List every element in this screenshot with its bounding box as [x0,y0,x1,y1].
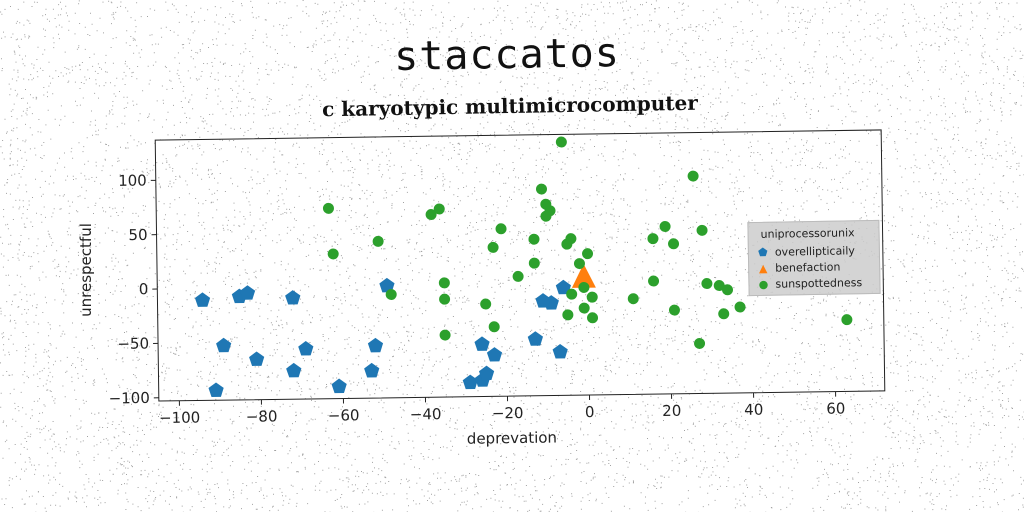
point-sunspottedness [582,248,594,260]
point-overellipticaily [249,351,265,366]
y-axis-label: unrespectful [77,223,95,317]
point-sunspottedness [528,257,540,269]
point-sunspottedness [495,223,507,235]
point-sunspottedness [627,293,639,305]
point-sunspottedness [841,314,853,326]
point-sunspottedness [578,302,590,314]
x-tick-label: 40 [744,401,763,419]
point-sunspottedness [668,304,680,316]
point-sunspottedness [487,241,499,253]
point-sunspottedness [562,309,574,321]
y-tick-label: −50 [117,335,149,353]
plot-frame [154,129,886,402]
point-sunspottedness [536,183,548,195]
x-tick-label: 0 [585,403,595,421]
point-sunspottedness [659,220,671,232]
data-points [194,136,853,398]
point-sunspottedness [694,337,706,349]
point-sunspottedness [439,293,451,305]
point-sunspottedness [555,136,567,148]
point-sunspottedness [385,288,397,300]
point-sunspottedness [734,301,746,313]
legend-item-overellipticaily: ⬟ overellipticaily [757,243,855,261]
x-tick-label: −40 [410,405,442,423]
point-overellipticaily [216,337,232,353]
point-sunspottedness [566,288,578,300]
point-sunspottedness [647,233,659,245]
point-overellipticaily [285,290,301,305]
point-sunspottedness [439,329,451,341]
point-overellipticaily [298,340,314,356]
plot-area [154,129,886,402]
legend-label: benefaction [775,260,841,275]
point-overellipticaily [364,362,380,378]
x-tick-label: −60 [328,406,360,424]
x-tick-label: 60 [826,399,845,417]
point-overellipticaily [208,382,224,398]
point-sunspottedness [372,235,384,247]
legend-label: overellipticaily [774,244,855,259]
x-tick-label: −100 [159,408,200,427]
point-sunspottedness [696,224,708,236]
point-overellipticaily [286,362,302,378]
point-overellipticaily [486,347,503,362]
legend: uniprocessorunix ⬟ overellipticaily ▲ bene… [747,219,881,297]
y-tick-label: −100 [108,389,149,408]
point-sunspottedness [327,248,339,260]
x-axis-label: deprevation [467,428,557,447]
point-overellipticaily [367,337,384,353]
point-sunspottedness [565,233,577,245]
point-sunspottedness [433,203,445,215]
y-tick-label: 0 [139,280,149,298]
point-overellipticaily [474,336,490,351]
point-sunspottedness [322,202,334,214]
legend-title: uniprocessorunix [760,226,855,241]
point-sunspottedness [722,284,734,296]
y-tick-label: 50 [128,226,147,244]
circle-marker-icon: ● [758,277,769,291]
point-overellipticaily [379,277,395,293]
point-sunspottedness [488,321,500,333]
point-overellipticaily [462,374,478,390]
point-benefaction [571,263,596,288]
pentagon-marker-icon: ⬟ [758,245,768,259]
point-sunspottedness [573,258,585,270]
legend-item-sunspottedness: ● sunspottedness [757,275,863,293]
axes-ticks: −100 −80 −60 −40 −20 0 20 40 60 −100 −50 0 50 100 [108,171,845,427]
point-overellipticaily [194,292,211,307]
point-sunspottedness [512,270,524,282]
point-sunspottedness [718,308,730,320]
point-overellipticaily [478,365,495,381]
point-sunspottedness [648,275,660,287]
point-sunspottedness [586,291,598,303]
legend-label: sunspottedness [775,276,863,291]
x-tick-label: −20 [492,404,524,422]
point-sunspottedness [687,170,699,182]
y-tick-label: 100 [118,171,147,189]
point-overellipticaily [239,285,256,300]
point-sunspottedness [480,298,492,310]
point-sunspottedness [540,198,552,210]
point-sunspottedness [587,312,599,324]
point-overellipticaily [527,331,544,346]
point-sunspottedness [701,278,713,290]
x-tick-label: 20 [662,402,681,420]
point-sunspottedness [668,238,680,250]
point-overellipticaily [331,378,347,394]
point-sunspottedness [528,233,540,245]
point-overellipticaily [555,279,571,295]
point-sunspottedness [425,209,437,221]
point-overellipticaily [535,293,551,308]
x-tick-label: −80 [246,407,278,425]
legend-item-benefaction: ▲ benefaction [757,260,841,277]
point-sunspottedness [578,281,590,293]
point-sunspottedness [713,280,725,292]
point-sunspottedness [438,277,450,289]
point-overellipticaily [552,343,568,359]
triangle-marker-icon: ▲ [758,261,768,275]
